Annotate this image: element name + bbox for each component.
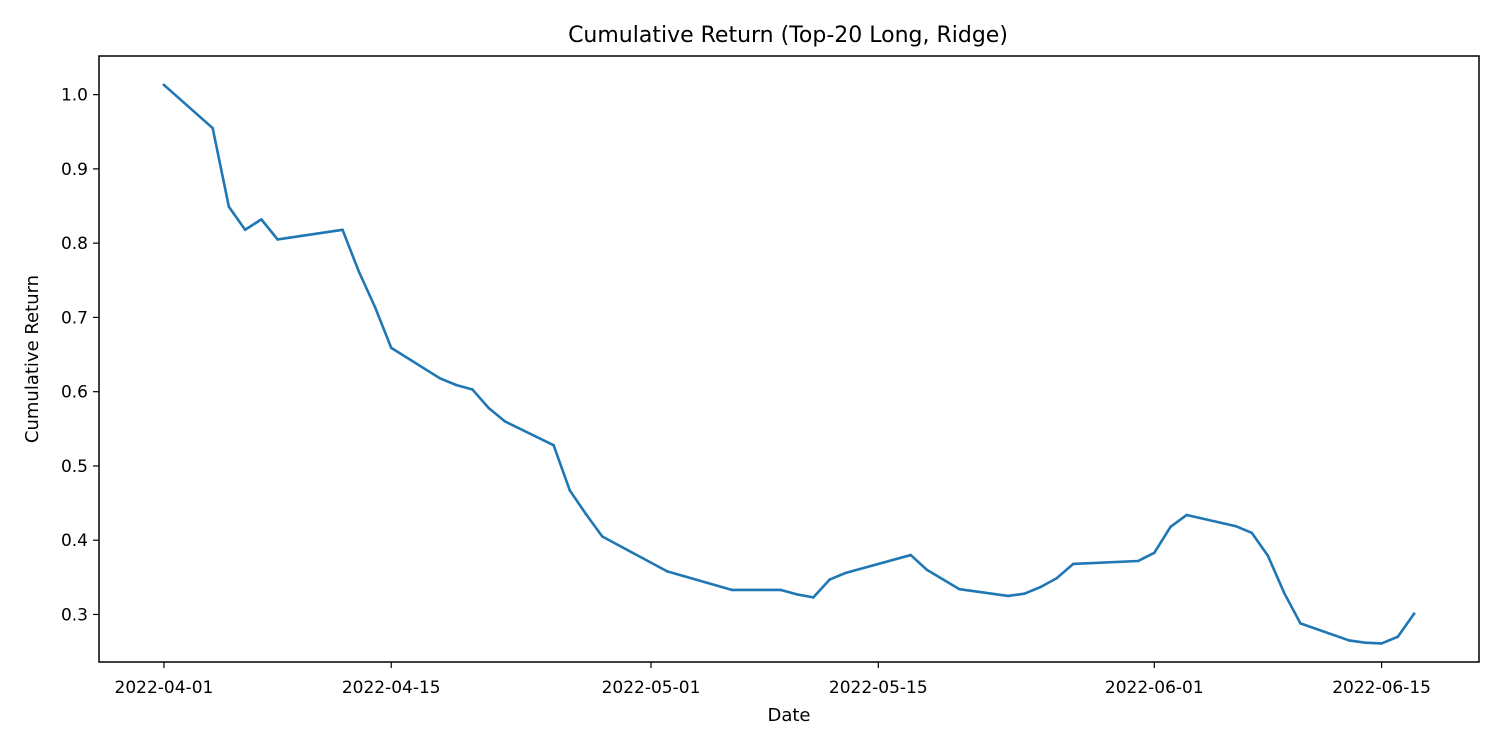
x-tick-label: 2022-04-01	[115, 678, 214, 698]
data-point	[1396, 635, 1400, 639]
data-point	[1006, 594, 1010, 598]
data-point	[1299, 622, 1302, 625]
chart-title: Cumulative Return (Top-20 Long, Ridge)	[568, 23, 1008, 48]
y-axis-label: Cumulative Return	[22, 275, 43, 443]
data-point	[471, 388, 474, 391]
x-axis-label: Date	[767, 705, 810, 726]
data-point	[600, 535, 604, 538]
data-point	[227, 205, 231, 209]
data-point	[276, 238, 279, 241]
data-point	[1185, 513, 1189, 517]
data-point	[828, 578, 831, 581]
data-point	[1152, 551, 1156, 555]
data-point	[1250, 531, 1254, 535]
data-point	[1169, 525, 1172, 529]
x-tick-label: 2022-04-15	[342, 678, 441, 698]
data-point	[503, 420, 507, 423]
data-point	[730, 588, 734, 592]
data-point	[1234, 524, 1237, 528]
y-tick-label: 0.7	[61, 308, 88, 328]
data-point	[844, 571, 848, 575]
data-point	[552, 443, 555, 447]
data-point	[373, 305, 377, 309]
data-point	[779, 588, 783, 592]
x-axis: 2022-04-01 2022-04-15 2022-05-01 2022-05-15…	[115, 662, 1431, 698]
series-line	[162, 83, 1416, 645]
data-point	[1136, 559, 1140, 563]
data-point	[1364, 641, 1367, 644]
data-point	[1347, 639, 1351, 642]
data-point	[211, 126, 214, 130]
data-point	[260, 218, 263, 221]
data-point	[1071, 562, 1075, 566]
data-point	[909, 553, 913, 557]
data-point	[925, 568, 929, 572]
data-point	[357, 270, 361, 273]
data-point	[795, 593, 799, 596]
data-point	[584, 512, 588, 516]
y-axis: 0.3 0.4 0.5 0.6 0.7 0.8 0.9 1.0	[61, 86, 99, 625]
data-point	[665, 570, 669, 573]
data-point	[812, 596, 815, 599]
data-point	[1412, 612, 1416, 616]
data-point	[341, 228, 344, 232]
x-tick-label: 2022-06-15	[1332, 678, 1431, 698]
data-point	[1023, 592, 1026, 595]
x-tick-label: 2022-05-15	[829, 678, 928, 698]
y-tick-label: 1.0	[61, 86, 88, 106]
data-point	[1282, 591, 1286, 595]
y-tick-label: 0.5	[61, 457, 88, 477]
data-point	[389, 346, 393, 350]
y-tick-label: 0.9	[61, 160, 88, 180]
data-point	[958, 587, 961, 591]
axes-frame	[98, 55, 1480, 663]
data-point	[438, 377, 442, 380]
data-point	[568, 489, 572, 492]
x-tick-label: 2022-05-01	[602, 678, 701, 698]
data-point	[1039, 585, 1042, 589]
plot-area	[162, 83, 1416, 645]
data-point	[454, 383, 458, 387]
data-point	[243, 228, 247, 232]
y-tick-label: 0.8	[61, 234, 88, 254]
y-tick-label: 0.4	[61, 531, 88, 551]
data-point	[162, 83, 166, 87]
data-point	[1380, 642, 1383, 645]
data-point	[1266, 554, 1270, 558]
data-point	[487, 406, 490, 410]
data-point	[1055, 576, 1059, 580]
y-tick-label: 0.6	[61, 383, 88, 403]
y-tick-label: 0.3	[61, 605, 88, 625]
x-tick-label: 2022-06-01	[1105, 678, 1204, 698]
